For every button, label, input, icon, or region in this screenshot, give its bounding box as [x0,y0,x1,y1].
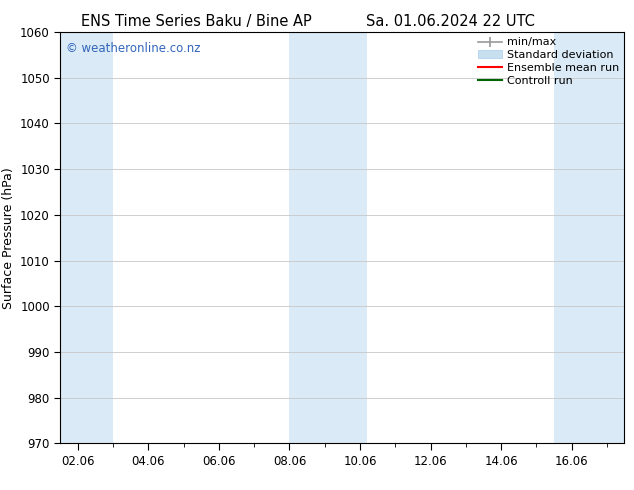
Text: Sa. 01.06.2024 22 UTC: Sa. 01.06.2024 22 UTC [366,14,534,29]
Y-axis label: Surface Pressure (hPa): Surface Pressure (hPa) [1,167,15,309]
Text: © weatheronline.co.nz: © weatheronline.co.nz [66,42,200,55]
Text: ENS Time Series Baku / Bine AP: ENS Time Series Baku / Bine AP [81,14,312,29]
Bar [554,32,624,443]
Bar [290,32,367,443]
Bar [60,32,113,443]
Legend: min/max, Standard deviation, Ensemble mean run, Controll run: min/max, Standard deviation, Ensemble me… [474,34,622,89]
